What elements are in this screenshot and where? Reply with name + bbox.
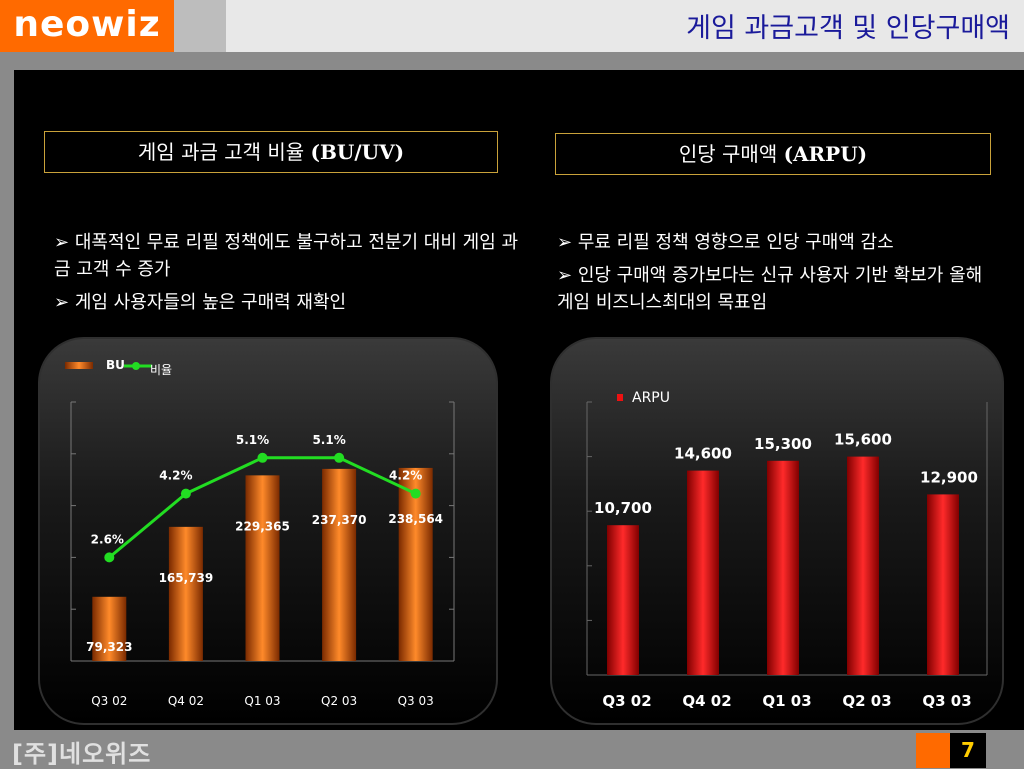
- ratio-point: [104, 552, 115, 563]
- data-label-ratio: 4.2%: [389, 469, 422, 483]
- header-bar: neowiz 게임 과금고객 및 인당구매액: [0, 0, 1024, 52]
- bar-bu: [322, 468, 357, 661]
- bar-arpu: [927, 494, 959, 675]
- header-accent: [174, 0, 226, 52]
- data-label-ratio: 4.2%: [159, 469, 192, 483]
- data-label-arpu: 15,300: [754, 435, 812, 453]
- left-title-abbr: (BU/UV): [310, 140, 405, 164]
- bar-arpu: [607, 525, 639, 675]
- neowiz-logo: neowiz: [0, 0, 174, 52]
- bullet-item: ➢ 대폭적인 무료 리필 정책에도 불구하고 전분기 대비 게임 과금 고객 수…: [54, 232, 519, 280]
- right-bullets: ➢ 무료 리필 정책 영향으로 인당 구매액 감소 ➢ 인당 구매액 증가보다는…: [557, 229, 997, 322]
- x-tick-label: Q1 03: [244, 694, 280, 708]
- right-title-text: 인당 구매액: [678, 142, 778, 166]
- data-label-arpu: 14,600: [674, 445, 732, 463]
- data-label-bu: 229,365: [235, 519, 290, 533]
- x-tick-label: Q2 03: [321, 694, 357, 708]
- footer-accent: [916, 733, 950, 768]
- bullet-arrow-icon: ➢: [54, 232, 70, 253]
- bar-bu: [92, 596, 127, 661]
- data-label-ratio: 2.6%: [91, 532, 124, 546]
- right-title-abbr: (ARPU): [783, 142, 868, 166]
- bar-arpu: [847, 456, 879, 675]
- data-label-bu: 237,370: [312, 513, 367, 527]
- right-section-title: 인당 구매액 (ARPU): [555, 133, 991, 175]
- x-tick-label: Q3 02: [91, 694, 127, 708]
- data-label-bu: 165,739: [159, 571, 214, 585]
- left-section-title: 게임 과금 고객 비율 (BU/UV): [44, 131, 498, 173]
- ratio-point: [257, 452, 268, 463]
- data-label-arpu: 12,900: [920, 468, 978, 486]
- bar-arpu: [687, 470, 719, 675]
- bullet-arrow-icon: ➢: [557, 265, 573, 286]
- x-tick-label: Q2 03: [842, 692, 891, 710]
- page-number: 7: [950, 733, 986, 768]
- x-tick-label: Q3 02: [602, 692, 651, 710]
- bullet-arrow-icon: ➢: [54, 292, 70, 313]
- data-label-arpu: 15,600: [834, 431, 892, 449]
- legend-label-bu: BU: [106, 358, 125, 372]
- bullet-item: ➢ 무료 리필 정책 영향으로 인당 구매액 감소: [557, 232, 894, 253]
- ratio-point: [410, 488, 421, 499]
- bar-arpu: [767, 460, 799, 675]
- legend-marker-ratio: [132, 362, 140, 370]
- bullet-item: ➢ 게임 사용자들의 높은 구매력 재확인: [54, 292, 347, 313]
- x-tick-label: Q4 02: [682, 692, 731, 710]
- x-tick-label: Q1 03: [762, 692, 811, 710]
- footer-company-logo: [주]네오위즈: [12, 740, 152, 768]
- slide-title: 게임 과금고객 및 인당구매액: [686, 13, 1010, 44]
- bar-bu: [168, 526, 203, 661]
- bar-bu: [245, 475, 280, 661]
- legend-label-arpu: ARPU: [632, 390, 670, 406]
- x-tick-label: Q3 03: [398, 694, 434, 708]
- x-tick-label: Q4 02: [168, 694, 204, 708]
- left-title-text: 게임 과금 고객 비율: [137, 140, 305, 164]
- footer-bar: [주]네오위즈: [0, 730, 1024, 768]
- data-label-ratio: 5.1%: [312, 433, 345, 447]
- legend-label-ratio: 비율: [150, 363, 172, 377]
- bar-bu: [398, 467, 433, 661]
- x-tick-label: Q3 03: [922, 692, 971, 710]
- bu-ratio-chart: 79,323 Q3 02 165,739 Q4 02 229,365 Q1 03 237,3…: [65, 358, 455, 708]
- data-label-ratio: 5.1%: [236, 433, 269, 447]
- bullet-arrow-icon: ➢: [557, 232, 573, 253]
- ratio-point: [334, 452, 345, 463]
- data-label-bu: 238,564: [388, 512, 443, 526]
- bullet-item: ➢ 인당 구매액 증가보다는 신규 사용자 기반 확보가 올해 게임 비즈니스최…: [557, 265, 983, 313]
- arpu-chart: 10,700 Q3 02 14,600 Q4 02 15,300 Q1 03 15,600 Q…: [586, 390, 988, 710]
- data-label-arpu: 10,700: [594, 499, 652, 517]
- legend-swatch-arpu: [617, 394, 623, 401]
- left-bullets: ➢ 대폭적인 무료 리필 정책에도 불구하고 전분기 대비 게임 과금 고객 수…: [54, 229, 524, 322]
- legend-swatch-bu: [65, 362, 93, 369]
- data-label-bu: 79,323: [86, 640, 132, 654]
- ratio-point: [180, 488, 191, 499]
